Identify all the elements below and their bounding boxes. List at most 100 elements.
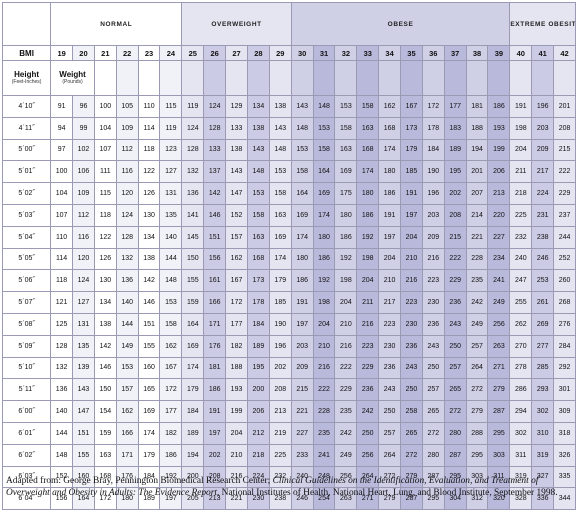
weight-cell: 272 (443, 400, 467, 423)
weight-cell: 203 (531, 116, 555, 140)
weight-cell: 235 (312, 421, 336, 445)
weight-cell: 304 (443, 487, 467, 511)
weight-cell: 175 (334, 182, 358, 205)
weight-cell: 134 (93, 291, 117, 314)
category-normal: NORMAL (50, 2, 183, 46)
weight-cell: 119 (159, 116, 183, 140)
weight-cell: 294 (509, 400, 533, 423)
weight-cell: 102 (72, 138, 95, 162)
weight-cell: 293 (531, 378, 555, 402)
weight-cell: 254 (312, 487, 336, 511)
weight-cell: 172 (159, 378, 183, 402)
weight-cell: 94 (50, 116, 74, 140)
weight-cell: 169 (312, 182, 336, 205)
table-row: 5´10˝ 132 139 146 153 160 167 174 181 188 195 202 20… (1, 356, 576, 380)
weight-cell: 310 (531, 421, 555, 445)
weight-cell: 131 (159, 182, 183, 205)
heading-blank (465, 60, 489, 96)
bmi-value: 42 (553, 45, 576, 61)
height-cell: 5´05˝ (1, 247, 52, 271)
weight-cell: 189 (137, 487, 161, 511)
weight-cell: 186 (487, 95, 511, 118)
weight-cell: 179 (137, 443, 161, 467)
weight-cell: 204 (509, 138, 533, 162)
weight-cell: 279 (465, 400, 489, 423)
weight-cell: 120 (115, 182, 139, 205)
heading-blank (509, 60, 533, 96)
height-cell: 5´00˝ (1, 138, 52, 162)
weight-cell: 204 (356, 269, 380, 293)
height-cell: 5´02˝ (1, 182, 52, 205)
weight-cell: 154 (93, 400, 117, 423)
weight-cell: 184 (137, 465, 161, 489)
weight-cell: 181 (465, 95, 489, 118)
weight-cell: 96 (72, 95, 95, 118)
weight-cell: 178 (421, 116, 445, 140)
weight-cell: 177 (443, 95, 467, 118)
weight-cell: 157 (115, 378, 139, 402)
table-row: 6´02˝ 148 155 163 171 179 186 194 202 210 218 225 23… (1, 443, 576, 467)
weight-cell: 169 (137, 400, 161, 423)
weight-cell: 264 (356, 465, 380, 489)
weight-cell: 250 (443, 334, 467, 358)
source-prefix: Adapted from: George Bray, Pennington Bi… (6, 476, 273, 486)
weight-cell: 264 (465, 356, 489, 380)
weight-cell: 326 (553, 443, 576, 467)
weight-cell: 236 (356, 378, 380, 402)
weight-cell: 124 (203, 95, 227, 118)
weight-cell: 163 (93, 443, 117, 467)
weight-cell: 280 (443, 421, 467, 445)
weight-cell: 153 (115, 356, 139, 380)
weight-cell: 215 (443, 225, 467, 249)
bmi-value: 40 (509, 45, 533, 61)
weight-cell: 311 (487, 465, 511, 489)
weight-cell: 118 (137, 138, 161, 162)
weight-cell: 241 (487, 269, 511, 293)
weight-cell: 186 (159, 443, 183, 467)
table-row: 5´06˝ 118 124 130 136 142 148 155 161 167 173 179 18… (1, 269, 576, 293)
weight-cell: 149 (115, 334, 139, 358)
weight-cell: 270 (509, 334, 533, 358)
weight-cell: 216 (312, 356, 336, 380)
weight-cell: 216 (225, 465, 248, 489)
weight-cell: 118 (93, 203, 117, 227)
weight-cell: 215 (553, 138, 576, 162)
table-row: 5´00˝ 97 102 107 112 118 123 128 133 138 143 148 153… (1, 138, 576, 162)
weight-cell: 116 (115, 160, 139, 184)
weight-cell: 213 (203, 487, 227, 511)
weight-cell: 107 (50, 203, 74, 227)
bmi-value: 35 (400, 45, 423, 61)
weight-cell: 248 (312, 465, 336, 489)
weight-cell: 302 (509, 421, 533, 445)
height-cell: 4´10˝ (1, 95, 52, 118)
weight-cell: 110 (50, 225, 74, 249)
weight-cell: 221 (465, 225, 489, 249)
heading-blank (312, 60, 336, 96)
weight-cell: 167 (225, 269, 248, 293)
weight-cell: 335 (553, 465, 576, 489)
table-row: 5´09˝ 128 135 142 149 155 162 169 176 182 189 196 20… (1, 334, 576, 358)
weight-cell: 232 (509, 225, 533, 249)
weight-cell: 191 (509, 95, 533, 118)
weight-cell: 136 (50, 378, 74, 402)
weight-cell: 184 (421, 138, 445, 162)
weight-cell: 151 (203, 225, 227, 249)
height-unit: (Feet-Inches) (11, 79, 42, 85)
bmi-value: 39 (487, 45, 511, 61)
weight-cell: 100 (50, 160, 74, 184)
weight-cell: 186 (203, 378, 227, 402)
weight-cell: 166 (203, 291, 227, 314)
weight-cell: 176 (203, 334, 227, 358)
weight-cell: 138 (93, 312, 117, 336)
weight-cell: 142 (203, 182, 227, 205)
bmi-value: 19 (50, 45, 74, 61)
weight-cell: 216 (356, 312, 380, 336)
weight-cell: 153 (246, 182, 270, 205)
weight-cell: 216 (400, 269, 423, 293)
weight-cell: 143 (290, 95, 314, 118)
weight-cell: 210 (312, 334, 336, 358)
weight-cell: 243 (421, 334, 445, 358)
weight-cell: 112 (115, 138, 139, 162)
weight-cell: 236 (400, 334, 423, 358)
weight-cell: 241 (312, 443, 336, 467)
